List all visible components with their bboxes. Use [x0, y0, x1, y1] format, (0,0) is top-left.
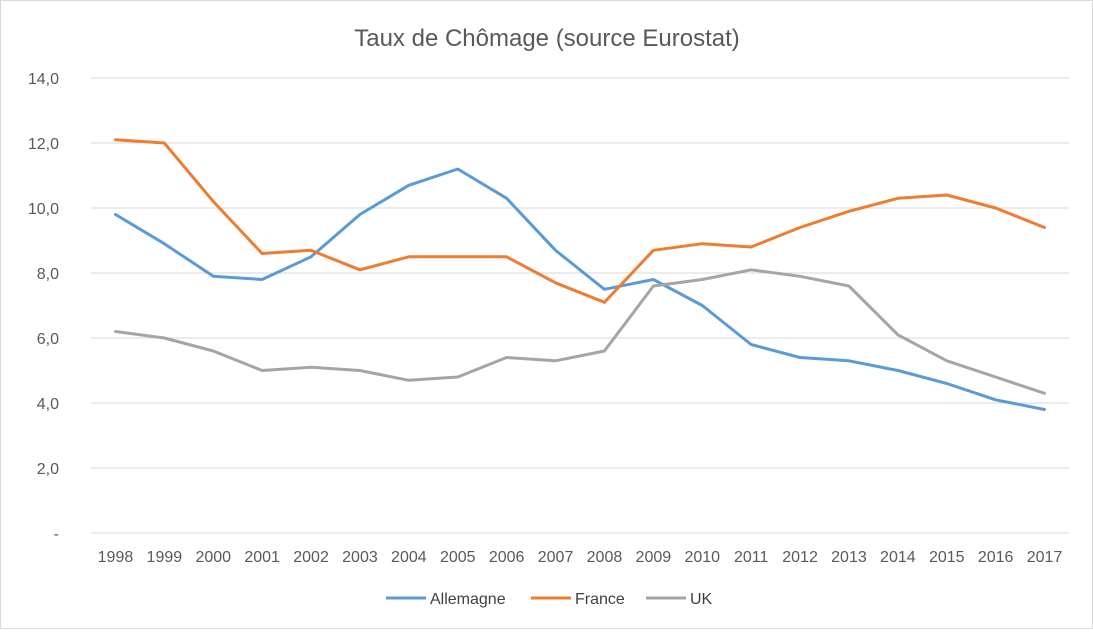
- legend-item-france: France: [531, 591, 625, 608]
- x-tick-label: 1999: [147, 549, 183, 566]
- series-line-france: [114, 138, 1046, 304]
- x-tick-label: 1998: [98, 549, 134, 566]
- y-tick-label: 10,0: [28, 201, 59, 218]
- series-lines: [114, 138, 1046, 411]
- x-tick-label: 2014: [880, 549, 916, 566]
- x-tick-label: 2000: [195, 549, 231, 566]
- x-axis-ticks: 1998 1999 2000 2001 2002 2003 2004 2005 2006 2007…: [98, 549, 1063, 566]
- x-tick-label: 2006: [489, 549, 525, 566]
- x-tick-label: 2016: [978, 549, 1014, 566]
- x-tick-label: 2005: [440, 549, 476, 566]
- x-tick-label: 2013: [831, 549, 867, 566]
- y-tick-label: 8,0: [37, 266, 59, 283]
- legend-label: UK: [690, 591, 713, 608]
- legend-item-uk: UK: [646, 591, 713, 608]
- x-tick-label: 2011: [734, 549, 769, 566]
- x-tick-label: 2015: [929, 549, 965, 566]
- y-tick-label: 2,0: [37, 461, 59, 478]
- x-tick-label: 2001: [244, 549, 280, 566]
- x-tick-label: 2002: [293, 549, 329, 566]
- y-tick-label: 4,0: [37, 396, 59, 413]
- legend-item-allemagne: Allemagne: [386, 591, 506, 608]
- legend: Allemagne France UK: [386, 591, 713, 608]
- y-tick-label: 6,0: [37, 331, 59, 348]
- y-tick-label: -: [54, 526, 59, 543]
- x-tick-label: 2004: [391, 549, 427, 566]
- x-tick-label: 2012: [782, 549, 818, 566]
- series-line-uk: [114, 268, 1046, 395]
- legend-label: Allemagne: [430, 591, 506, 608]
- y-tick-label: 12,0: [28, 136, 59, 153]
- series-line-allemagne: [114, 167, 1046, 411]
- x-tick-label: 2009: [636, 549, 672, 566]
- gridlines: [91, 77, 1069, 534]
- x-tick-label: 2017: [1027, 549, 1063, 566]
- legend-label: France: [575, 591, 625, 608]
- x-tick-label: 2008: [587, 549, 623, 566]
- chart-title: Taux de Chômage (source Eurostat): [354, 25, 740, 52]
- x-tick-label: 2007: [538, 549, 574, 566]
- y-axis-ticks: - 2,0 4,0 6,0 8,0 10,0 12,0 14,0: [28, 71, 59, 543]
- x-tick-label: 2003: [342, 549, 378, 566]
- y-tick-label: 14,0: [28, 71, 59, 88]
- x-tick-label: 2010: [684, 549, 720, 566]
